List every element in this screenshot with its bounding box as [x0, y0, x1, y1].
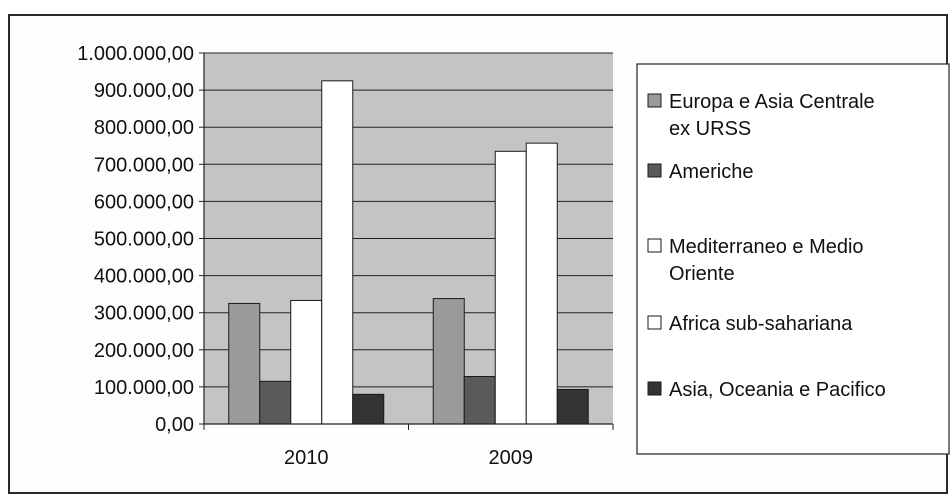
- bar: [228, 302, 261, 425]
- bar: [352, 393, 385, 425]
- y-tick-label: 700.000,00: [94, 154, 194, 176]
- y-axis: 0,00 100.000,00 200.000,00 300.000,00 400.00…: [77, 43, 205, 436]
- legend-label: ex URSS: [669, 118, 751, 140]
- x-tick-label: 2010: [284, 447, 329, 469]
- bar: [290, 299, 323, 425]
- legend-label: Mediterraneo e Medio: [669, 236, 864, 258]
- bar: [494, 150, 527, 425]
- legend-label: Oriente: [669, 263, 735, 285]
- y-tick-label: 300.000,00: [94, 303, 194, 325]
- legend-label: Americhe: [669, 161, 753, 183]
- y-tick-label: 1.000.000,00: [77, 43, 194, 65]
- y-tick-label: 600.000,00: [94, 191, 194, 213]
- y-tick-label: 400.000,00: [94, 266, 194, 288]
- bar: [556, 388, 589, 425]
- plot-area: [204, 52, 613, 425]
- legend-swatch: [647, 93, 662, 108]
- bar: [432, 298, 465, 425]
- bar: [525, 142, 558, 425]
- y-tick-label: 900.000,00: [94, 80, 194, 102]
- y-tick-label: 0,00: [155, 414, 194, 436]
- legend-label: Europa e Asia Centrale: [669, 91, 875, 113]
- bar: [259, 380, 292, 425]
- bar: [463, 376, 496, 425]
- x-tick-label: 2009: [489, 447, 534, 469]
- y-tick-label: 500.000,00: [94, 229, 194, 251]
- legend-swatch: [647, 315, 662, 330]
- legend: Europa e Asia Centrale ex URSS Americhe Med…: [636, 63, 950, 455]
- legend-label: Africa sub-sahariana: [669, 313, 853, 335]
- legend-label: Asia, Oceania e Pacifico: [669, 379, 886, 401]
- legend-swatch: [647, 163, 662, 178]
- bar: [321, 80, 354, 425]
- legend-swatch: [647, 238, 662, 253]
- legend-box: [636, 63, 950, 455]
- legend-swatch: [647, 381, 662, 396]
- y-tick-label: 200.000,00: [94, 340, 194, 362]
- y-tick-label: 800.000,00: [94, 117, 194, 139]
- y-tick-label: 100.000,00: [94, 377, 194, 399]
- x-axis: 2010 2009: [203, 423, 614, 469]
